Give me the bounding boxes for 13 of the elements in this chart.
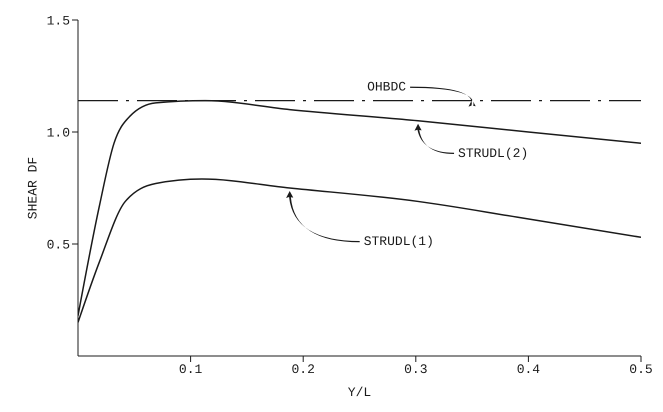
y-axis-title: SHEAR DF	[26, 156, 41, 220]
x-axis-title: Y/L	[348, 385, 372, 400]
ref-line-label: OHBDC	[367, 80, 406, 95]
y-tick-label: 1.5	[46, 14, 70, 29]
text: STRUDL(1)	[364, 234, 434, 249]
y-tick-label: 1.0	[46, 126, 70, 141]
x-tick-label: 0.5	[629, 362, 653, 378]
series-label: STRUDL(2)	[458, 146, 528, 161]
x-tick-label: 0.3	[404, 362, 428, 378]
y-tick-label: 0.5	[46, 238, 70, 253]
x-tick-label: 0.4	[516, 362, 540, 378]
x-tick-label: 0.1	[178, 362, 202, 378]
x-tick-label: 0.2	[291, 362, 315, 378]
